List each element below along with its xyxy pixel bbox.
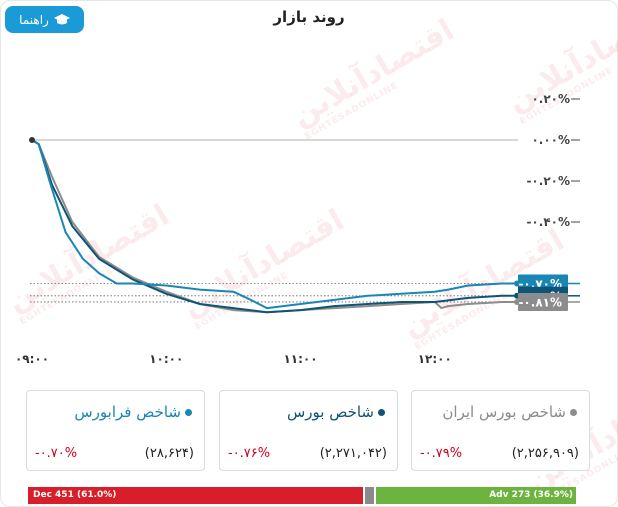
index-card-bourse[interactable]: شاخص بورس (۲,۲۷۱,۰۴۲) -۰.۷۶% [219,390,398,471]
x-tick-label: ۱۰:۰۰ [149,352,183,366]
series-line [31,139,518,314]
market-trend-chart: ۰.۲۰% ۰.۰۰% -۰.۲۰% -۰.۴۰% ۰۹:۰۰ ۱۰:۰۰ ۱۱:۰۰ ۱۲:… [15,92,580,366]
series-dot [378,409,385,416]
series-dot [570,409,577,416]
page-title: روند بازار [273,8,345,26]
y-tick-label: -۰.۲۰% [526,174,570,188]
x-tick-label: ۰۹:۰۰ [15,352,49,366]
card-index-change: -۰.۷۶% [228,446,271,461]
x-tick-label: ۱۲:۰۰ [418,352,452,366]
graduation-cap-icon [53,13,70,24]
series-line [31,139,518,314]
y-tick-label: -۰.۴۰% [526,215,570,229]
card-index-name: شاخص بورس ایران [442,403,577,421]
card-index-value: (۲۸,۶۲۴) [144,446,194,461]
series-end-label: -۰.۸۱% [518,295,562,309]
advancers-bar: Adv 273 (36.9%) [376,487,576,504]
series-line [31,139,518,310]
unchanged-bar [365,487,374,504]
index-card-farabourse[interactable]: شاخص فرابورس (۲۸,۶۲۴) -۰.۷۰% [26,390,205,471]
card-index-value: (۲,۲۵۶,۹۰۹) [511,446,579,461]
decliners-bar: Dec 451 (61.0%) [28,487,363,504]
card-index-change: -۰.۷۹% [420,446,463,461]
y-tick-label: ۰.۲۰% [531,92,570,106]
guide-button[interactable]: راهنما [5,6,84,33]
x-tick-label: ۱۱:۰۰ [283,352,317,366]
series-dot [185,409,192,416]
y-tick-label: ۰.۰۰% [531,133,570,147]
guide-label: راهنما [19,12,49,27]
index-card-bourse-iran[interactable]: شاخص بورس ایران (۲,۲۵۶,۹۰۹) -۰.۷۹% [411,390,590,471]
card-index-name: شاخص بورس [287,403,385,421]
series-end-label-box [518,292,568,311]
card-index-name: شاخص فرابورس [74,403,192,421]
card-index-change: -۰.۷۰% [35,446,78,461]
card-index-value: (۲,۲۷۱,۰۴۲) [319,446,387,461]
series-origin-point [29,137,35,143]
